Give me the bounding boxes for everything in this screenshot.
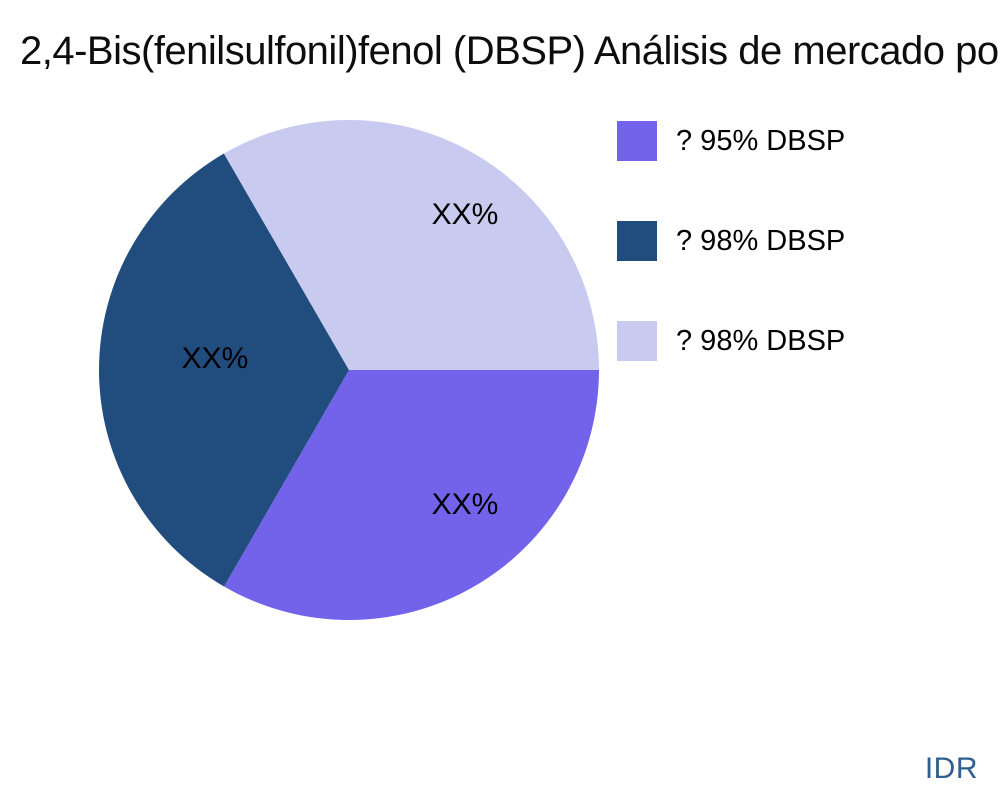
pie-slice bbox=[99, 153, 349, 587]
pie-chart bbox=[99, 120, 599, 620]
pie-svg bbox=[99, 120, 599, 620]
pie-slice bbox=[224, 370, 599, 620]
pie-slice bbox=[223, 120, 599, 370]
pie-slice-label-top: XX% bbox=[431, 198, 499, 231]
legend-label: ? 98% DBSP bbox=[676, 224, 846, 257]
legend: ? 95% DBSP ? 98% DBSP ? 98% DBSP bbox=[617, 121, 845, 421]
legend-label: ? 95% DBSP bbox=[676, 124, 846, 157]
legend-swatch bbox=[617, 321, 657, 361]
legend-entry: ? 95% DBSP bbox=[617, 121, 845, 161]
pie-slice-label-bottom: XX% bbox=[431, 488, 499, 521]
chart-title: 2,4-Bis(fenilsulfonil)fenol (DBSP) Análi… bbox=[20, 29, 999, 73]
legend-entry: ? 98% DBSP bbox=[617, 221, 845, 261]
watermark-idr: IDR bbox=[924, 752, 978, 785]
legend-label: ? 98% DBSP bbox=[676, 324, 846, 357]
pie-slice-label-left: XX% bbox=[181, 342, 249, 375]
legend-swatch bbox=[617, 121, 657, 161]
legend-swatch bbox=[617, 221, 657, 261]
legend-entry: ? 98% DBSP bbox=[617, 321, 845, 361]
